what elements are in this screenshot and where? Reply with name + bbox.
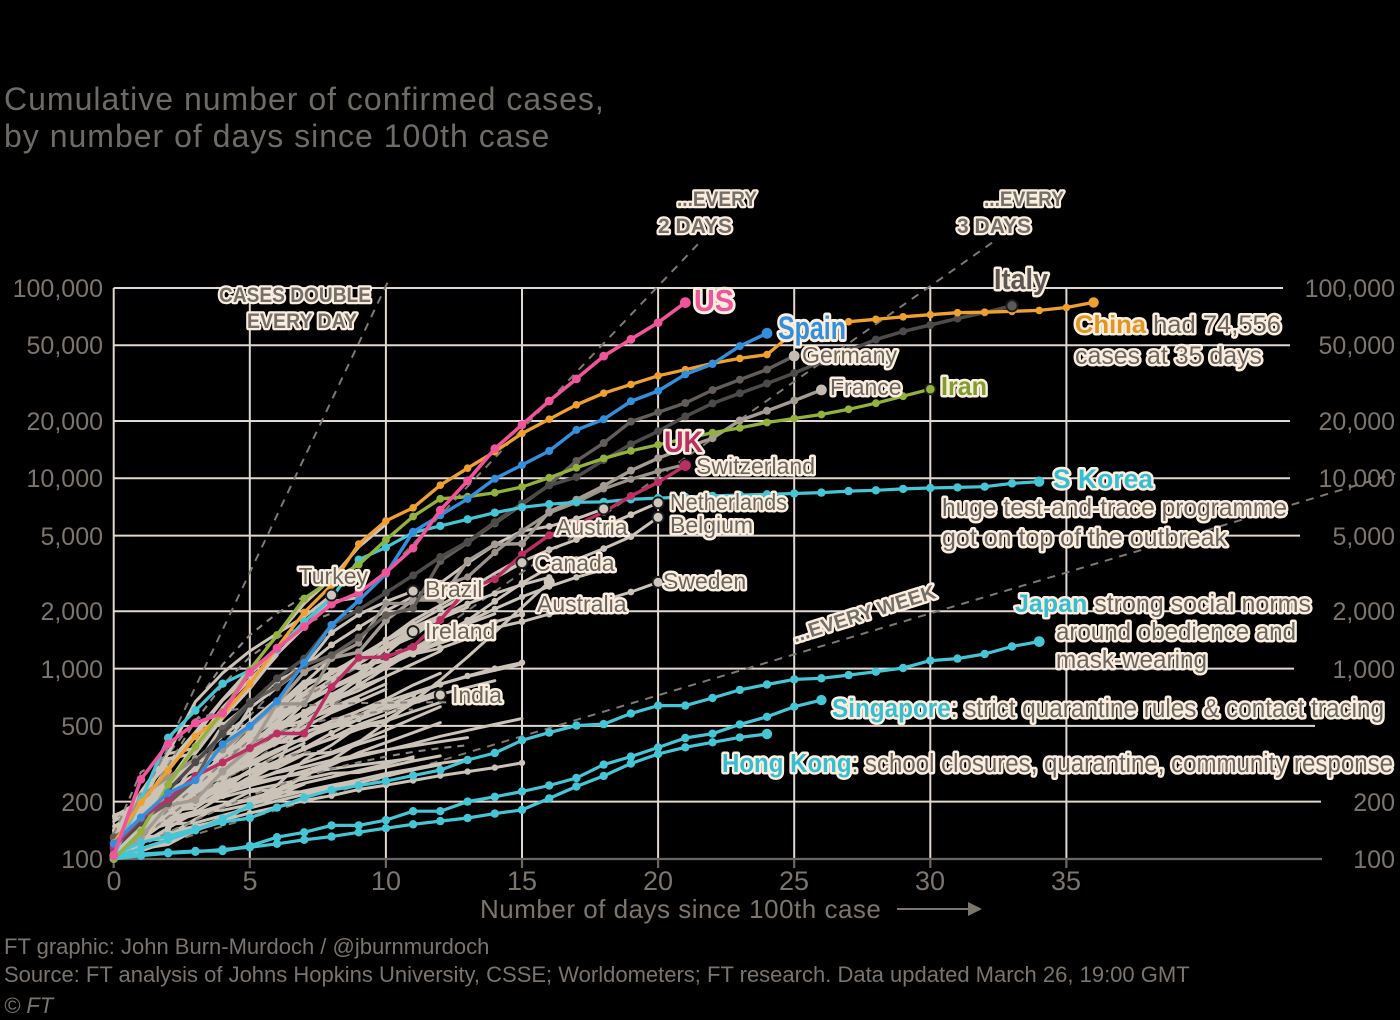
svg-text:20: 20 [643,866,673,896]
svg-text:200: 200 [61,789,103,817]
svg-text:Sweden: Sweden [663,568,746,594]
svg-text:got on top of the outbreak: got on top of the outbreak [942,524,1227,552]
svg-text:Germany: Germany [802,342,897,368]
svg-text:...EVERY: ...EVERY [984,188,1064,211]
svg-text:5,000: 5,000 [1332,523,1395,551]
svg-text:10,000: 10,000 [1319,465,1395,493]
svg-text:UK: UK [664,426,703,459]
svg-text:20,000: 20,000 [27,408,103,436]
svg-text:Netherlands: Netherlands [670,489,787,515]
svg-text:Hong Kong: school closures, qu: Hong Kong: school closures, quarantine, … [722,750,1393,778]
svg-text:1,000: 1,000 [40,656,103,684]
svg-text:100: 100 [61,846,103,874]
svg-text:China had 74,556: China had 74,556 [1075,311,1281,339]
svg-text:France: France [830,374,902,400]
svg-text:10: 10 [371,866,401,896]
svg-text:US: US [694,283,734,318]
svg-text:Austria: Austria [556,514,628,540]
svg-text:Singapore: strict quarantine r: Singapore: strict quarantine rules & con… [832,695,1384,723]
svg-text:2,000: 2,000 [1332,598,1395,626]
svg-text:15: 15 [507,866,537,896]
svg-text:mask-wearing: mask-wearing [1056,646,1207,674]
svg-text:cases at 35 days: cases at 35 days [1075,342,1262,370]
svg-text:Australia: Australia [537,591,627,617]
svg-text:30: 30 [915,866,945,896]
svg-text:10,000: 10,000 [27,465,103,493]
svg-text:huge test-and-trace programme: huge test-and-trace programme [942,494,1287,522]
svg-text:CASES DOUBLE: CASES DOUBLE [219,284,371,307]
svg-text:Turkey: Turkey [299,563,369,589]
svg-text:500: 500 [61,713,103,741]
svg-text:India: India [452,682,502,708]
svg-text:200: 200 [1353,789,1395,817]
svg-text:100: 100 [1353,846,1395,874]
svg-text:0: 0 [106,866,121,896]
svg-text:EVERY DAY: EVERY DAY [247,310,357,333]
svg-text:Switzerland: Switzerland [696,453,815,479]
svg-text:Belgium: Belgium [670,512,753,538]
svg-text:Brazil: Brazil [425,576,483,602]
svg-text:Spain: Spain [778,310,846,346]
svg-text:35: 35 [1051,866,1081,896]
svg-text:Iran: Iran [941,371,987,401]
svg-text:Ireland: Ireland [425,618,495,644]
svg-text:5,000: 5,000 [40,523,103,551]
svg-text:50,000: 50,000 [1319,332,1395,360]
svg-text:50,000: 50,000 [27,332,103,360]
svg-text:2,000: 2,000 [40,598,103,626]
svg-text:20,000: 20,000 [1319,408,1395,436]
svg-text:100,000: 100,000 [1305,275,1395,303]
svg-text:1,000: 1,000 [1332,656,1395,684]
svg-text:S Korea: S Korea [1053,464,1154,494]
svg-text:around obedience and: around obedience and [1056,618,1296,646]
svg-text:Canada: Canada [534,550,615,576]
svg-text:25: 25 [779,866,809,896]
svg-text:100,000: 100,000 [13,275,103,303]
svg-text:...EVERY: ...EVERY [677,188,757,211]
svg-text:3 DAYS: 3 DAYS [957,215,1031,238]
svg-text:Italy: Italy [994,264,1048,296]
svg-text:Number of days since 100th cas: Number of days since 100th case [480,894,881,924]
svg-text:5: 5 [242,866,257,896]
svg-text:Japan strong social norms: Japan strong social norms [1015,590,1311,618]
svg-text:2 DAYS: 2 DAYS [658,215,732,238]
